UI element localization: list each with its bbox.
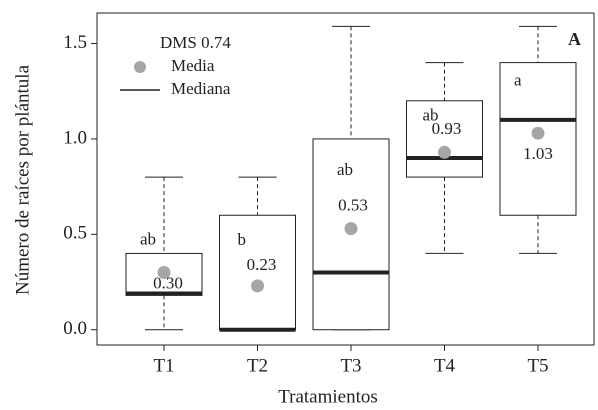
group-letter: b: [238, 230, 247, 249]
group-letter: ab: [140, 229, 156, 248]
mean: [157, 265, 171, 279]
mean-label: 0.53: [338, 196, 368, 215]
mean-label: 0.93: [432, 119, 462, 138]
mean: [531, 126, 545, 140]
y-tick-label: 0.5: [63, 223, 87, 244]
group-letter: ab: [423, 106, 439, 125]
group-letter: a: [514, 71, 522, 90]
mean: [438, 145, 451, 159]
box: [219, 214, 296, 331]
x-tick-label: T2: [247, 355, 268, 376]
mean: [251, 279, 264, 293]
x-tick-label: T1: [153, 355, 174, 376]
x-axis-label: Tratamientos: [278, 386, 378, 407]
mean-label: 1.03: [523, 144, 553, 163]
legend-median: Mediana: [171, 79, 231, 98]
y-tick-label: 1.5: [63, 32, 87, 53]
plot-frame: [96, 12, 595, 346]
legend-title: DMS 0.74: [160, 33, 231, 52]
mean: [344, 222, 358, 236]
x-tick-label: T5: [527, 355, 548, 376]
x-tick-label: T3: [340, 355, 361, 376]
group-letter: ab: [337, 160, 353, 179]
x-tick-label: T4: [434, 355, 456, 376]
mean-label: 0.23: [247, 255, 277, 274]
box: [406, 100, 483, 178]
y-axis-label: Número de raíces por plántula: [12, 64, 33, 295]
panel-label: A: [568, 29, 581, 49]
mean-label: 0.30: [153, 273, 183, 292]
y-tick-label: 1.0: [63, 127, 87, 148]
legend-mean-symbol: [134, 61, 146, 73]
legend-mean: Media: [171, 56, 215, 75]
y-tick-label: 0.0: [63, 318, 87, 339]
